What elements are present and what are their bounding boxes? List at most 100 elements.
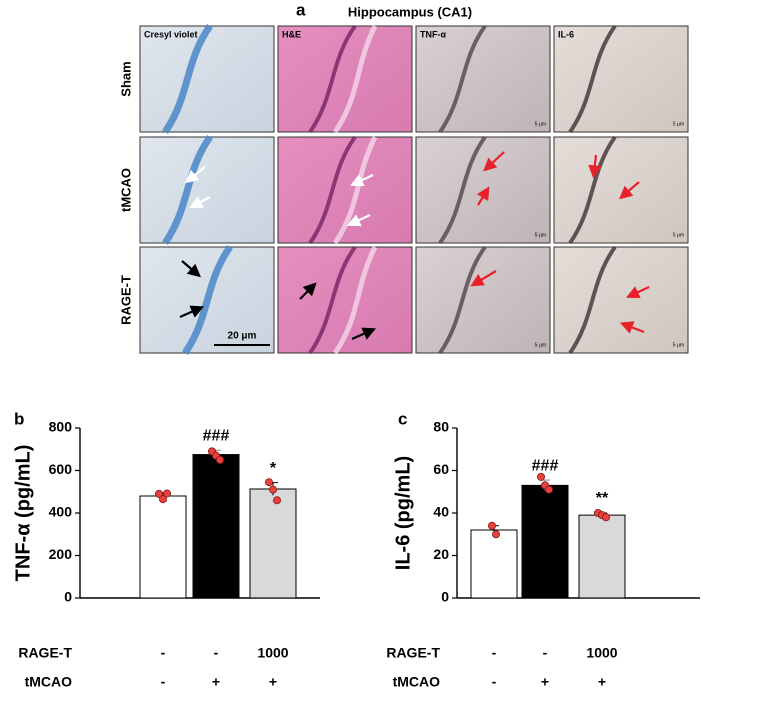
- condition-value: -: [161, 645, 166, 661]
- y-tick-label: 60: [433, 461, 449, 477]
- arrow: [476, 186, 490, 206]
- condition-name: tMCAO: [25, 674, 73, 690]
- tissue-layer: [308, 135, 357, 245]
- inset-scale: 5 μm: [535, 121, 546, 127]
- panel-label: c: [398, 409, 407, 428]
- y-tick-label: 200: [49, 546, 73, 562]
- micrograph: [553, 25, 689, 133]
- inset-scale: 5 μm: [673, 232, 684, 238]
- significance: **: [596, 490, 609, 507]
- panel-label: b: [14, 409, 24, 428]
- tissue-layer: [438, 135, 487, 245]
- figure-title: Hippocampus (CA1): [348, 4, 472, 19]
- column-label: H&E: [282, 29, 301, 39]
- condition-value: -: [543, 645, 548, 661]
- inset-scale: 5 μm: [673, 121, 684, 127]
- condition-value: -: [492, 645, 497, 661]
- tissue-edge: [332, 245, 378, 355]
- micrograph: [139, 25, 275, 133]
- y-tick-label: 0: [441, 589, 449, 605]
- y-tick-label: 0: [64, 589, 72, 605]
- arrow: [350, 174, 374, 187]
- y-axis-label: IL-6 (pg/mL): [392, 456, 414, 570]
- bar: [470, 529, 518, 599]
- y-tick-label: 40: [433, 504, 449, 520]
- y-axis-label: TNF-α (pg/mL): [12, 445, 34, 582]
- inset-scale: 5 μm: [673, 342, 684, 348]
- micrograph: [553, 136, 689, 244]
- condition-value: -: [492, 674, 497, 690]
- micrograph: [415, 136, 551, 244]
- arrow: [351, 327, 377, 341]
- condition-value: +: [541, 674, 549, 690]
- micrograph: [415, 25, 551, 133]
- data-point: [162, 489, 171, 498]
- arrow: [626, 286, 650, 299]
- data-point: [491, 530, 500, 539]
- condition-name: tMCAO: [393, 674, 441, 690]
- bar: [578, 514, 626, 599]
- data-point: [264, 478, 273, 487]
- row-label: tMCAO: [118, 168, 133, 212]
- data-point: [215, 455, 224, 464]
- data-point: [537, 472, 546, 481]
- significance: ###: [532, 457, 559, 474]
- bar: [139, 495, 187, 599]
- data-point: [602, 513, 611, 522]
- condition-value: +: [598, 674, 606, 690]
- tissue-edge: [332, 135, 378, 245]
- arrow: [619, 181, 640, 200]
- arrow: [179, 305, 205, 319]
- condition-value: -: [161, 674, 166, 690]
- condition-name: RAGE-T: [386, 645, 440, 661]
- arrow: [181, 260, 202, 278]
- inset-scale: 5 μm: [535, 232, 546, 238]
- y-tick-label: 20: [433, 546, 449, 562]
- data-point: [545, 485, 554, 494]
- tissue-layer: [308, 245, 357, 355]
- y-tick-label: 600: [49, 461, 73, 477]
- micrograph: [553, 246, 689, 354]
- bar: [521, 484, 569, 599]
- data-point: [154, 489, 163, 498]
- arrow: [189, 196, 211, 209]
- condition-value: +: [212, 674, 220, 690]
- arrow: [483, 151, 505, 172]
- tissue-layer: [308, 24, 357, 134]
- data-point: [158, 495, 167, 504]
- condition-value: 1000: [257, 645, 288, 661]
- tissue-layer: [568, 135, 617, 245]
- significance: ###: [203, 428, 230, 445]
- data-point: [487, 521, 496, 530]
- bar: [192, 454, 240, 599]
- inset-scale: 5 μm: [535, 342, 546, 348]
- row-label: RAGE-T: [118, 275, 133, 325]
- condition-value: 1000: [586, 645, 617, 661]
- y-tick-label: 800: [49, 419, 73, 435]
- panel-label: a: [296, 0, 306, 19]
- row-label: Sham: [118, 61, 133, 96]
- arrow: [347, 214, 371, 227]
- bar: [249, 488, 297, 599]
- column-label: IL-6: [558, 29, 574, 39]
- tissue-layer: [438, 245, 487, 355]
- micrograph: [139, 136, 275, 244]
- condition-name: RAGE-T: [18, 645, 72, 661]
- arrow: [619, 321, 645, 334]
- y-tick-label: 80: [433, 419, 449, 435]
- condition-value: -: [214, 645, 219, 661]
- arrow: [184, 166, 206, 184]
- tissue-layer: [568, 245, 617, 355]
- significance: *: [270, 460, 277, 477]
- data-point: [268, 485, 277, 494]
- arrow: [299, 282, 317, 300]
- tissue-layer: [438, 24, 487, 134]
- column-label: TNF-α: [420, 29, 446, 39]
- arrow: [470, 270, 497, 287]
- y-tick-label: 400: [49, 504, 73, 520]
- arrow: [588, 154, 602, 179]
- scale-bar-label: 20 μm: [228, 331, 257, 342]
- tissue-layer: [182, 244, 233, 355]
- tissue-edge: [332, 24, 378, 134]
